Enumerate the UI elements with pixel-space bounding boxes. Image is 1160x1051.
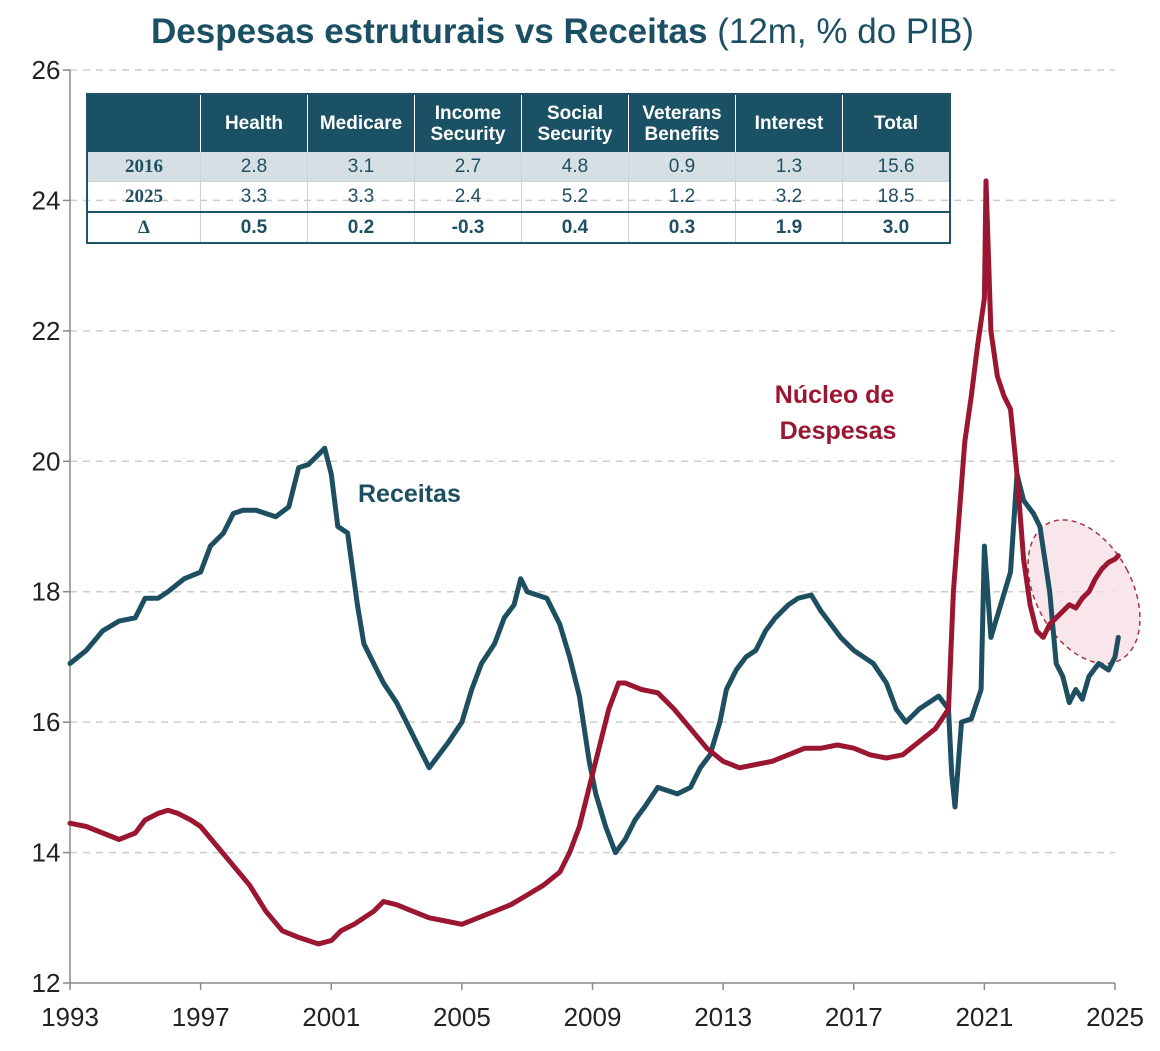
y-tick-label: 20 xyxy=(32,446,61,476)
table-header-interest: Interest xyxy=(735,94,843,152)
table-cell: 15.6 xyxy=(842,152,950,182)
x-tick-label: 2013 xyxy=(694,1002,752,1032)
chart-title-main: Despesas estruturais vs Receitas xyxy=(151,12,708,51)
table-header-total: Total xyxy=(842,94,950,152)
table-header-health: Health xyxy=(200,94,308,152)
table-cell: 2.8 xyxy=(200,152,308,182)
y-tick-label: 26 xyxy=(32,55,61,85)
table-cell: -0.3 xyxy=(414,211,522,243)
table-cell: 0.3 xyxy=(628,211,736,243)
table-header-corner xyxy=(87,94,201,152)
table-row-label: Δ xyxy=(87,211,201,243)
highlight-region xyxy=(1027,519,1141,665)
y-tick-label: 18 xyxy=(32,577,61,607)
y-tick-label: 12 xyxy=(32,968,61,998)
table-cell: 3.3 xyxy=(307,181,415,212)
table-cell: 1.2 xyxy=(628,181,736,212)
despesas-line xyxy=(67,178,1121,947)
chart-title-sub: (12m, % do PIB) xyxy=(707,12,974,51)
table-row-label: 2016 xyxy=(87,152,201,182)
table-cell: 3.0 xyxy=(842,211,950,243)
table-header-medicare: Medicare xyxy=(307,94,415,152)
x-tick-label: 1997 xyxy=(172,1002,230,1032)
series-lines xyxy=(67,178,1121,947)
x-tick-label: 2021 xyxy=(955,1002,1013,1032)
series-labels: Receitas Núcleo de Despesas xyxy=(358,381,901,508)
receitas-label: Receitas xyxy=(358,480,461,508)
x-tick-label: 2009 xyxy=(564,1002,622,1032)
table-cell: 3.1 xyxy=(307,152,415,182)
table-cell: 5.2 xyxy=(521,181,629,212)
x-tick-label: 2001 xyxy=(302,1002,360,1032)
x-tick-label: 2025 xyxy=(1086,1002,1144,1032)
y-tick-label: 24 xyxy=(32,185,61,215)
table-cell: 2.7 xyxy=(414,152,522,182)
table-cell: 3.3 xyxy=(200,181,308,212)
despesas-label-line2: Despesas xyxy=(780,417,897,445)
table-header-veterans-benefits: Veterans Benefits xyxy=(628,94,736,152)
y-tick-label: 16 xyxy=(32,707,61,737)
table-cell: 0.4 xyxy=(521,211,629,243)
receitas-line xyxy=(67,445,1121,856)
y-tick-label: 22 xyxy=(32,316,61,346)
table-cell: 1.3 xyxy=(735,152,843,182)
despesas-label: Núcleo de Despesas xyxy=(775,381,901,445)
summary-table: Health Medicare Income Security Social S… xyxy=(86,93,951,244)
table-header-row: Health Medicare Income Security Social S… xyxy=(87,94,950,152)
axes: 12 14 16 18 20 22 24 26 1993 1997 2001 2005 2009 2013… xyxy=(32,55,1144,1032)
table-header-social-security: Social Security xyxy=(521,94,629,152)
despesas-label-line1: Núcleo de xyxy=(775,381,895,409)
table-row-label: 2025 xyxy=(87,181,201,212)
table-header-income-security: Income Security xyxy=(414,94,522,152)
chart-title: Despesas estruturais vs Receitas (12m, %… xyxy=(0,12,1125,52)
table-cell: 0.5 xyxy=(200,211,308,243)
table-cell: 4.8 xyxy=(521,152,629,182)
table-row: 2025 3.3 3.3 2.4 5.2 1.2 3.2 18.5 xyxy=(87,181,950,212)
table-cell: 3.2 xyxy=(735,181,843,212)
table-cell: 1.9 xyxy=(735,211,843,243)
x-tick-label: 2005 xyxy=(433,1002,491,1032)
table-row: 2016 2.8 3.1 2.7 4.8 0.9 1.3 15.6 xyxy=(87,152,950,182)
y-tick-label: 14 xyxy=(32,838,61,868)
x-tick-label: 1993 xyxy=(41,1002,99,1032)
x-tick-label: 2017 xyxy=(825,1002,883,1032)
table-cell: 18.5 xyxy=(842,181,950,212)
table-cell: 2.4 xyxy=(414,181,522,212)
table-row: Δ 0.5 0.2 -0.3 0.4 0.3 1.9 3.0 xyxy=(87,211,950,243)
table-cell: 0.2 xyxy=(307,211,415,243)
table-cell: 0.9 xyxy=(628,152,736,182)
